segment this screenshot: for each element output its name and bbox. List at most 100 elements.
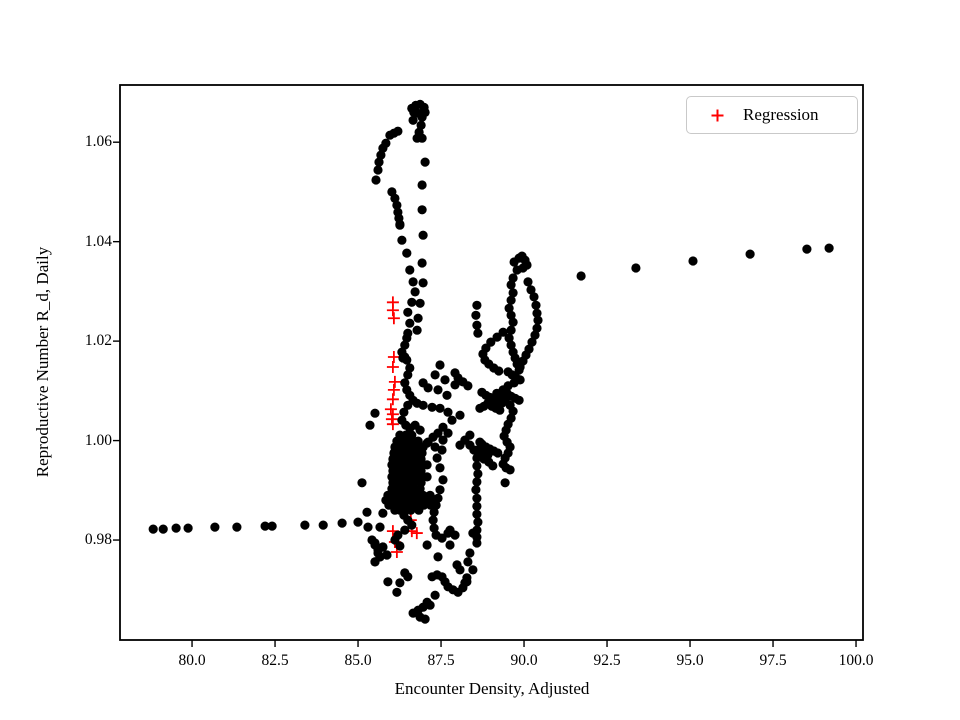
scatter-point	[392, 200, 402, 210]
scatter-point	[506, 340, 516, 350]
scatter-point	[422, 540, 432, 550]
scatter-point	[402, 333, 412, 343]
scatter-point	[392, 587, 402, 597]
scatter-point	[403, 400, 413, 410]
x-tick-label: 95.0	[676, 652, 704, 669]
regression-marker	[386, 304, 399, 317]
scatter-point	[400, 525, 410, 535]
scatter-point	[472, 493, 482, 503]
y-tick-label: 1.02	[84, 332, 112, 350]
scatter-point	[475, 403, 485, 413]
scatter-point	[473, 328, 483, 338]
scatter-point	[505, 465, 515, 475]
scatter-point	[405, 363, 415, 373]
scatter-point	[371, 175, 381, 185]
regression-marker	[387, 312, 400, 325]
scatter-point	[472, 538, 482, 548]
scatter-point	[407, 520, 417, 530]
scatter-point	[472, 509, 482, 519]
scatter-point	[410, 287, 420, 297]
scatter-point	[533, 315, 543, 325]
scatter-point	[504, 303, 514, 313]
x-tick-label: 92.5	[593, 652, 621, 669]
scatter-point	[403, 572, 413, 582]
scatter-point	[383, 577, 393, 587]
scatter-point	[403, 370, 413, 380]
scatter-point	[465, 430, 475, 440]
x-tick-label: 97.5	[759, 652, 787, 669]
scatter-point	[472, 320, 482, 330]
scatter-point	[428, 515, 438, 525]
scatter-point	[440, 375, 450, 385]
y-tick-label: 1.04	[84, 232, 112, 250]
scatter-point	[576, 271, 586, 281]
scatter-point	[506, 325, 516, 335]
scatter-point	[402, 355, 412, 365]
scatter-point	[417, 205, 427, 215]
regression-marker	[387, 351, 400, 364]
scatter-point	[417, 258, 427, 268]
scatter-point	[450, 530, 460, 540]
scatter-point	[430, 442, 440, 452]
scatter-point	[450, 380, 460, 390]
scatter-point	[442, 390, 452, 400]
scatter-point	[395, 578, 405, 588]
scatter-point	[462, 573, 472, 583]
scatter-point	[422, 460, 432, 470]
scatter-point	[445, 540, 455, 550]
scatter-point	[463, 557, 473, 567]
scatter-point	[435, 463, 445, 473]
scatter-point	[232, 522, 242, 532]
scatter-point	[468, 565, 478, 575]
scatter-point	[526, 285, 536, 295]
scatter-point	[148, 524, 158, 534]
scatter-point	[688, 256, 698, 266]
scatter-point	[532, 308, 542, 318]
scatter-point	[465, 548, 475, 558]
scatter-point	[374, 157, 384, 167]
scatter-point	[500, 478, 510, 488]
scatter-point	[420, 614, 430, 624]
scatter-point	[422, 472, 432, 482]
x-tick-label: 87.5	[427, 652, 455, 669]
scatter-point	[488, 461, 498, 471]
regression-marker	[410, 527, 423, 540]
scatter-point	[399, 407, 409, 417]
scatter-point	[508, 317, 518, 327]
scatter-point	[493, 448, 503, 458]
legend: Regression	[686, 96, 858, 134]
scatter-point	[433, 385, 443, 395]
scatter-point	[435, 403, 445, 413]
scatter-point	[430, 590, 440, 600]
y-axis-title: Reproductive Number R_d, Daily	[33, 246, 52, 478]
regression-marker	[386, 418, 399, 431]
scatter-point	[402, 248, 412, 258]
scatter-point	[455, 440, 465, 450]
scatter-point	[353, 517, 363, 527]
scatter-point	[415, 425, 425, 435]
scatter-point	[471, 310, 481, 320]
scatter-point	[473, 517, 483, 527]
scatter-point	[418, 278, 428, 288]
regression-marker	[385, 413, 398, 426]
scatter-point	[363, 522, 373, 532]
scatter-point	[375, 522, 385, 532]
scatter-point	[390, 193, 400, 203]
scatter-point	[357, 478, 367, 488]
scatter-point	[408, 115, 418, 125]
scatter-point	[427, 402, 437, 412]
scatter-point	[494, 366, 504, 376]
x-tick-label: 85.0	[344, 652, 372, 669]
plot-frame	[119, 84, 864, 641]
scatter-point	[409, 107, 419, 117]
scatter-point	[378, 143, 388, 153]
scatter-point	[376, 150, 386, 160]
scatter-point	[158, 524, 168, 534]
scatter-point	[406, 505, 416, 515]
scatter-point	[433, 552, 443, 562]
scatter-point	[382, 550, 392, 560]
scatter-point	[437, 445, 447, 455]
x-tick-label: 100.0	[838, 652, 874, 669]
scatter-point	[745, 249, 755, 259]
scatter-point	[395, 541, 405, 551]
